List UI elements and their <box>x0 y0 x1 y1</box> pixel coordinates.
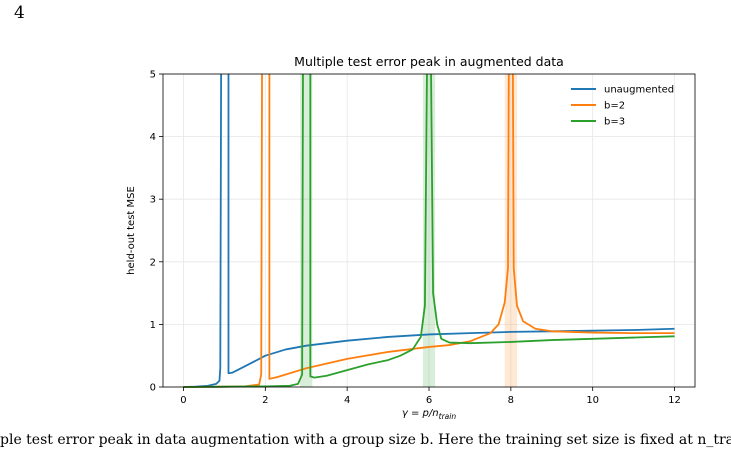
y-tick-label: 1 <box>150 320 156 331</box>
series-line-1-0 <box>183 73 263 388</box>
page-number: 4 <box>14 3 25 23</box>
x-axis-label-sub: train <box>439 412 457 421</box>
x-axis-label: γ = p/ntrain <box>402 408 456 421</box>
x-tick-label: 0 <box>180 395 186 406</box>
y-tick-label: 4 <box>150 132 156 143</box>
series-line-0-1 <box>227 74 675 375</box>
y-tick-label: 2 <box>150 257 156 268</box>
caption-fragment: ple test error peak in data augmentation… <box>0 432 731 448</box>
series-line-0-0 <box>183 73 223 388</box>
y-tick-label: 0 <box>150 383 156 394</box>
y-axis-label: held-out test MSE <box>126 186 137 275</box>
x-axis-label-main: γ = p/n <box>402 408 439 419</box>
legend: unaugmented b=2 b=3 <box>571 85 674 128</box>
chart-title: Multiple test error peak in augmented da… <box>294 54 564 69</box>
y-tick-label: 5 <box>150 70 156 81</box>
series-line-1-1 <box>268 73 510 380</box>
legend-label-0: unaugmented <box>604 85 674 96</box>
x-tick-label: 4 <box>344 395 350 406</box>
series-line-2-2 <box>430 73 675 345</box>
x-tick-label: 6 <box>426 395 432 406</box>
y-tick-label: 3 <box>150 195 156 206</box>
legend-label-1: b=2 <box>604 101 625 112</box>
series-band-1 <box>504 74 517 387</box>
x-tick-label: 2 <box>262 395 268 406</box>
x-tick-label: 12 <box>668 395 681 406</box>
legend-label-2: b=3 <box>604 117 625 128</box>
series-line-2-1 <box>309 73 428 379</box>
series-line-1-2 <box>511 73 675 335</box>
series-line-2-0 <box>183 73 304 388</box>
x-tick-label: 8 <box>508 395 514 406</box>
band-layer <box>300 74 517 387</box>
x-tick-label: 10 <box>586 395 599 406</box>
